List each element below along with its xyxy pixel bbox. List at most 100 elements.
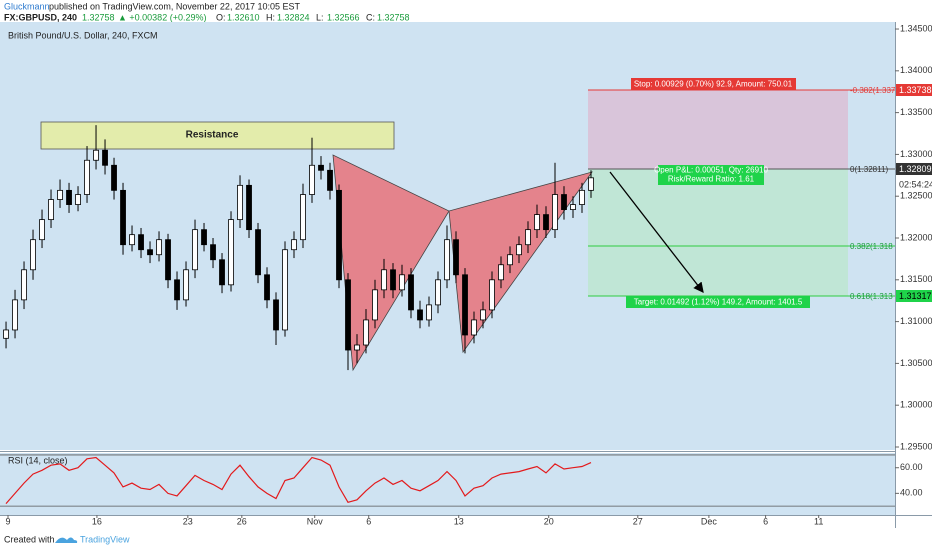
candle-body: [354, 344, 360, 351]
candle-body: [183, 269, 189, 301]
ohlc-key: L:: [316, 12, 324, 22]
candle-body: [147, 249, 153, 256]
target-label: Target: 0.01492 (1.12%) 149.2, Amount: 1…: [634, 298, 803, 307]
candle-body: [300, 194, 306, 241]
x-tick-label: 9: [6, 516, 11, 526]
candle-body: [417, 309, 423, 321]
candle-body: [246, 184, 252, 231]
price-tag-label: 1.32809: [899, 164, 932, 174]
candle-body: [66, 189, 72, 205]
author: Gluckmann: [4, 1, 50, 11]
last-price: 1.32758: [82, 12, 115, 22]
y-tick-label: 1.29500: [900, 441, 932, 451]
candle-body: [444, 239, 450, 281]
y-tick-label: 40.00: [900, 488, 923, 498]
x-tick-label: 27: [633, 516, 643, 526]
ohlc-key: C:: [366, 12, 375, 22]
candle-body: [390, 269, 396, 291]
candle-body: [156, 239, 162, 256]
candle-body: [507, 254, 513, 266]
ohlc-value: 1.32610: [227, 12, 260, 22]
y-tick-label: 1.33500: [900, 107, 932, 117]
candle-body: [363, 319, 369, 346]
stop-label: Stop: 0.00929 (0.70%) 92.9, Amount: 750.…: [634, 80, 793, 89]
candle-body: [282, 249, 288, 331]
fib-label: -0.382(1.337: [850, 86, 896, 95]
y-tick-label: 1.30500: [900, 358, 932, 368]
pnl-box: [658, 165, 764, 185]
y-tick-label: 1.32500: [900, 191, 932, 201]
x-tick-label: 26: [237, 516, 247, 526]
candle-body: [39, 219, 45, 241]
x-tick-label: Nov: [307, 516, 324, 526]
candle-body: [75, 194, 81, 205]
candle-body: [219, 259, 225, 286]
candle-body: [570, 204, 576, 210]
candle-body: [381, 269, 387, 291]
candle-body: [273, 299, 279, 331]
candle-body: [21, 269, 27, 301]
chart-title: British Pound/U.S. Dollar, 240, FXCM: [8, 30, 158, 40]
candle-body: [3, 329, 9, 339]
resistance-box: [40, 121, 395, 150]
candle-body: [84, 159, 90, 195]
x-tick-label: 11: [814, 516, 823, 526]
candle-body: [129, 234, 135, 246]
fib-label: 0.382(1.318: [850, 242, 893, 251]
candle-body: [93, 149, 99, 161]
fib-label: 0.618(1.313: [850, 292, 893, 301]
candle-body: [561, 194, 567, 210]
x-tick-label: 16: [92, 516, 102, 526]
candle-body: [237, 184, 243, 221]
candle-body: [435, 279, 441, 306]
candle-body: [525, 229, 531, 246]
y-tick-label: 1.32000: [900, 232, 932, 242]
ohlc-key: O:: [216, 12, 226, 22]
rsi-pane: [0, 453, 895, 515]
candle-body: [48, 199, 54, 221]
countdown: 02:54:24: [899, 179, 932, 189]
candle-body: [534, 214, 540, 231]
y-tick-label: 1.33000: [900, 149, 932, 159]
ohlc-value: 1.32758: [377, 12, 410, 22]
candle-body: [309, 164, 315, 195]
candles: [3, 125, 594, 371]
candle-body: [165, 239, 171, 281]
candle-body: [516, 244, 522, 256]
y-tick-label: 1.30000: [900, 400, 932, 410]
candle-body: [372, 289, 378, 321]
candle-body: [318, 164, 324, 171]
candle-body: [498, 264, 504, 281]
pattern-triangle: [332, 154, 450, 372]
y-tick-label: 1.34500: [900, 23, 932, 33]
candle-body: [543, 214, 549, 231]
stop-box: [631, 78, 796, 90]
candle-body: [120, 189, 126, 246]
change: ▲ +0.00382 (+0.29%): [118, 12, 206, 22]
candle-body: [291, 239, 297, 251]
candle-body: [264, 274, 270, 301]
candle-body: [57, 189, 63, 200]
candle-body: [480, 309, 486, 321]
candle-body: [399, 274, 405, 291]
candle-body: [255, 229, 261, 276]
candle-body: [462, 274, 468, 336]
candle-body: [579, 189, 585, 205]
ohlc-key: H:: [266, 12, 275, 22]
candle-body: [552, 194, 558, 231]
y-tick-label: 60.00: [900, 462, 923, 472]
price-tag-label: 1.33738: [899, 85, 932, 95]
price-tag: [896, 290, 932, 302]
candle-body: [192, 229, 198, 271]
rsi-title: RSI (14, close): [8, 455, 68, 465]
candle-body: [12, 299, 18, 331]
price-plot: Resistance Stop: 0.00929 (0.70%) 92.9, A…: [3, 78, 896, 372]
y-tick-label: 1.31000: [900, 316, 932, 326]
x-tick-label: Dec: [701, 516, 718, 526]
x-tick-label: 6: [366, 516, 371, 526]
published: published on TradingView.com, November 2…: [49, 1, 300, 11]
footer-brand: TradingView: [80, 534, 130, 544]
target-zone: [588, 169, 848, 296]
candle-body: [174, 279, 180, 301]
